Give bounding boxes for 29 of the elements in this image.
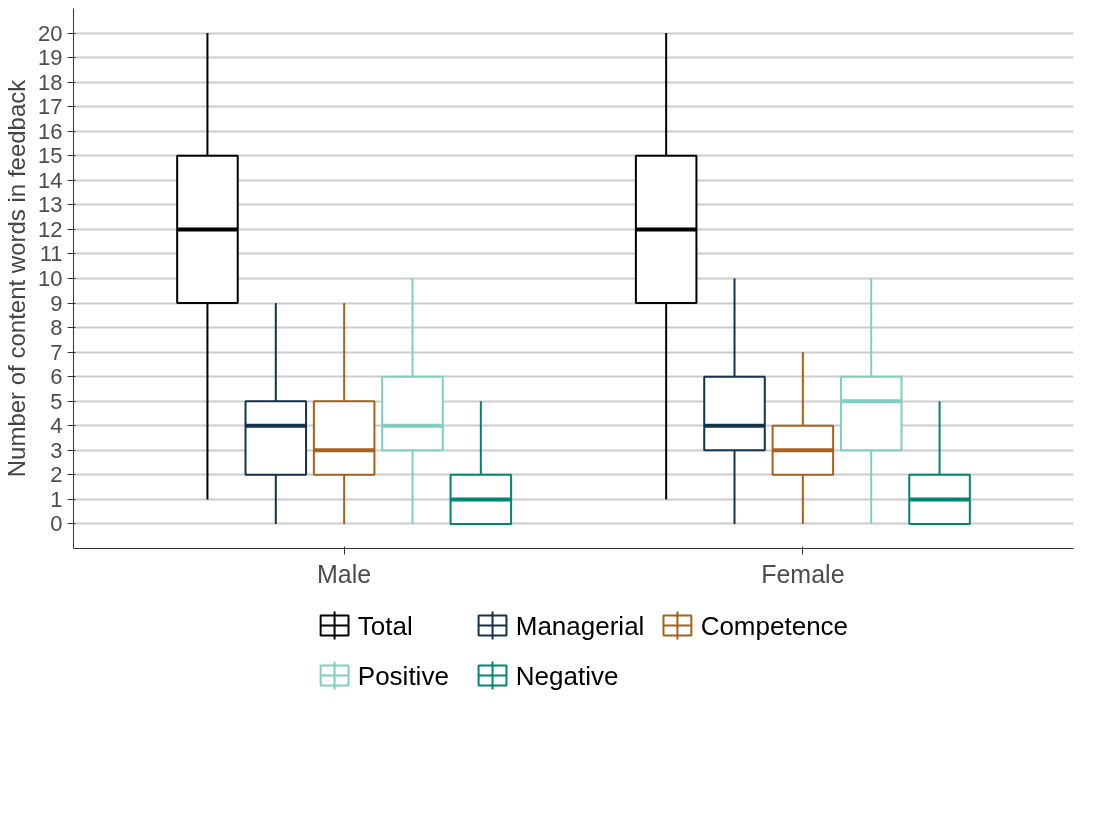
legend-label: Negative [515, 660, 619, 691]
y-tick-label: 18 [38, 69, 63, 95]
legend-label: Managerial [515, 610, 645, 641]
y-tick-label: 0 [50, 511, 63, 537]
y-axis-title: Number of content words in feedback [3, 78, 31, 478]
y-tick-label: 11 [39, 241, 63, 267]
y-tick-label: 15 [38, 143, 63, 169]
y-tick-label: 5 [50, 388, 63, 414]
y-tick-label: 17 [38, 94, 63, 120]
x-tick-label: Female [761, 559, 845, 588]
y-tick-label: 7 [50, 339, 63, 365]
legend-label: Positive [357, 660, 449, 691]
legend-label: Total [357, 610, 413, 641]
x-tick-label: Male [317, 559, 372, 588]
y-tick-label: 16 [38, 118, 63, 144]
y-tick-label: 9 [50, 290, 63, 316]
y-tick-label: 4 [50, 413, 63, 439]
legend-label: Competence [700, 610, 849, 641]
y-tick-label: 2 [50, 462, 63, 488]
y-tick-label: 20 [38, 20, 63, 46]
y-tick-label: 1 [50, 486, 63, 512]
y-tick-label: 6 [50, 364, 63, 390]
y-tick-label: 3 [50, 437, 63, 463]
y-tick-label: 8 [50, 315, 63, 341]
y-tick-label: 12 [38, 216, 63, 242]
y-tick-label: 13 [38, 192, 63, 218]
y-tick-label: 19 [38, 45, 63, 71]
y-tick-label: 10 [38, 266, 63, 291]
y-tick-label: 14 [38, 167, 63, 193]
